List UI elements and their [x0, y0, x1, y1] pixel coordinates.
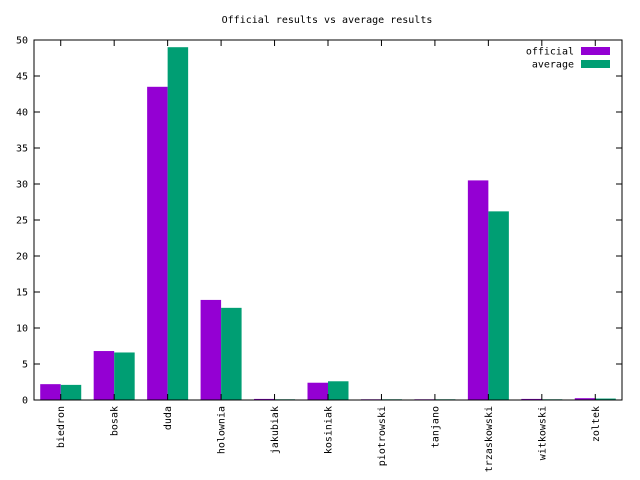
bar-official-witkowski	[521, 398, 542, 400]
bar-average-bosak	[114, 352, 135, 400]
legend-label-average: average	[532, 60, 574, 71]
y-tick-label: 50	[16, 36, 28, 47]
y-tick-label: 0	[22, 396, 28, 407]
y-tick-label: 5	[22, 360, 28, 371]
x-tick-label-bosak: bosak	[110, 406, 121, 436]
x-tick-label-holownia: holownia	[217, 406, 228, 454]
y-tick-label: 15	[16, 288, 28, 299]
x-tick-label-duda: duda	[163, 406, 174, 430]
bar-official-holownia	[200, 299, 222, 400]
y-tick-label: 30	[16, 180, 28, 191]
y-tick-label: 40	[16, 108, 28, 119]
bar-official-trzaskowski	[467, 180, 489, 400]
bar-official-duda	[147, 86, 168, 401]
y-tick-label: 10	[16, 324, 28, 335]
legend: official average	[526, 47, 610, 71]
x-tick-label-piotrowski: piotrowski	[377, 406, 388, 466]
x-tick-label-kosiniak: kosiniak	[324, 406, 335, 454]
bar-official-biedron	[40, 384, 61, 400]
plot-frame	[33, 39, 623, 401]
bar-average-holownia	[221, 307, 242, 400]
bar-average-trzaskowski	[488, 211, 509, 400]
y-tick-label: 35	[16, 144, 28, 155]
bar-average-duda	[167, 47, 189, 400]
legend-label-official: official	[526, 47, 574, 58]
y-tick-label: 25	[16, 216, 28, 227]
bar-average-kosiniak	[328, 381, 349, 400]
x-tick-label-biedron: biedron	[56, 406, 67, 448]
x-tick-label-jakubiak: jakubiak	[270, 406, 281, 454]
legend-swatch-official	[581, 47, 610, 55]
chart-title: Official results vs average results	[222, 15, 433, 26]
y-tick-label: 45	[16, 72, 28, 83]
bars-group	[40, 47, 616, 401]
bar-average-biedron	[60, 384, 82, 400]
x-tick-label-zoltek: zoltek	[591, 406, 602, 442]
x-tick-label-witkowski: witkowski	[537, 406, 548, 460]
y-tick-label: 20	[16, 252, 28, 263]
y-axis: 0 5 10 15 20 25 30 35 40 45 50	[16, 36, 622, 407]
bar-average-zoltek	[595, 398, 616, 400]
x-axis: biedron bosak duda holownia jakubiak kosiniak…	[56, 40, 602, 472]
bar-official-jakubiak	[254, 398, 275, 400]
legend-swatch-average	[581, 60, 610, 68]
bar-official-kosiniak	[307, 382, 328, 400]
x-tick-label-tanjano: tanjano	[430, 406, 441, 448]
bar-official-bosak	[93, 351, 115, 400]
x-tick-label-trzaskowski: trzaskowski	[484, 406, 495, 472]
bar-official-zoltek	[574, 398, 596, 400]
